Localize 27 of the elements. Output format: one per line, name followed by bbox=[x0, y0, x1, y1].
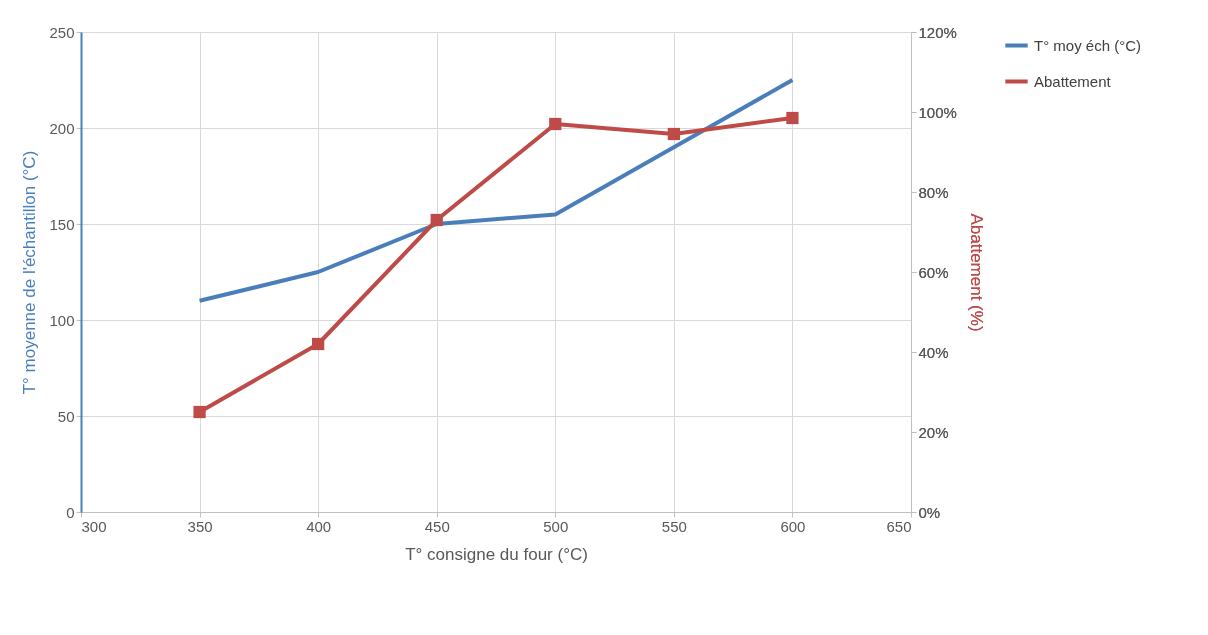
legend-label: Abattement bbox=[1034, 72, 1112, 90]
y-tick-label: 50 bbox=[57, 407, 75, 425]
line-series bbox=[197, 78, 795, 303]
legend-label: T° moy éch (°C) bbox=[1034, 36, 1142, 54]
x-tick-label: 350 bbox=[187, 517, 213, 535]
y2-tick-label: 100% bbox=[918, 103, 957, 121]
y2-tick-label: 80% bbox=[918, 183, 949, 201]
y-axis-title: T° moyenne de l'échantillon (°C) bbox=[20, 150, 40, 395]
y2-axis-title: Abattement (%) bbox=[966, 213, 986, 332]
x-tick-label: 600 bbox=[780, 517, 806, 535]
x-tick-label: 300 bbox=[81, 517, 107, 535]
x-tick-label: 500 bbox=[543, 517, 569, 535]
x-tick-label: 450 bbox=[424, 517, 450, 535]
y-tick-label: 100 bbox=[49, 311, 75, 329]
y2-tick-label: 0% bbox=[918, 503, 941, 521]
y-tick-label: 0 bbox=[66, 503, 75, 521]
x-axis-title: T° consigne du four (°C) bbox=[405, 544, 588, 564]
y-tick-label: 150 bbox=[49, 215, 75, 233]
x-tick-label: 650 bbox=[886, 517, 912, 535]
y-tick-label: 200 bbox=[49, 119, 75, 137]
x-tick-label: 400 bbox=[306, 517, 332, 535]
y2-tick-label: 40% bbox=[918, 343, 949, 361]
y-tick-label: 250 bbox=[49, 23, 75, 41]
x-tick-label: 550 bbox=[661, 517, 687, 535]
y2-tick-label: 60% bbox=[918, 263, 949, 281]
y2-tick-label: 20% bbox=[918, 423, 949, 441]
y2-tick-label: 120% bbox=[918, 23, 957, 41]
